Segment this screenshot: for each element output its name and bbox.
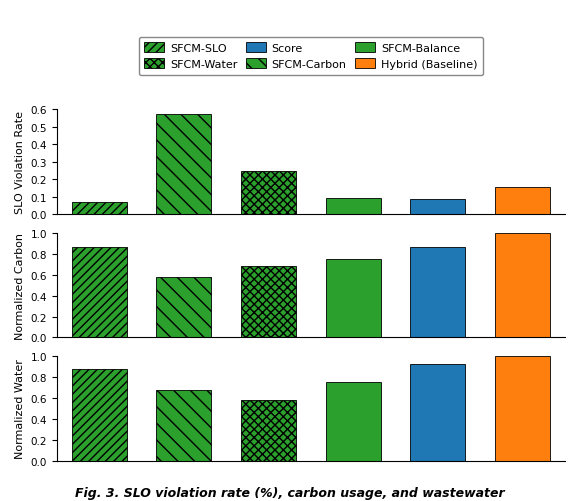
Bar [326, 260, 380, 338]
Bar [71, 248, 126, 338]
Bar [411, 200, 466, 214]
Bar [71, 202, 126, 214]
Bar [156, 390, 211, 461]
Bar [156, 115, 211, 214]
Bar [71, 370, 126, 461]
Bar [495, 188, 550, 214]
Bar [411, 247, 466, 338]
Y-axis label: Normalized Carbon: Normalized Carbon [15, 232, 25, 339]
Legend: SFCM-SLO, SFCM-Water, Score, SFCM-Carbon, SFCM-Balance, Hybrid (Baseline): SFCM-SLO, SFCM-Water, Score, SFCM-Carbon… [139, 38, 483, 76]
Bar [326, 383, 380, 461]
Bar [326, 199, 380, 214]
Y-axis label: Normalized Water: Normalized Water [15, 359, 25, 458]
Bar [495, 233, 550, 338]
Bar [241, 172, 296, 214]
Bar [411, 364, 466, 461]
Bar [495, 357, 550, 461]
Text: Fig. 3. SLO violation rate (%), carbon usage, and wastewater: Fig. 3. SLO violation rate (%), carbon u… [75, 486, 505, 499]
Bar [156, 278, 211, 338]
Bar [241, 400, 296, 461]
Bar [241, 266, 296, 338]
Y-axis label: SLO Violation Rate: SLO Violation Rate [15, 111, 25, 214]
